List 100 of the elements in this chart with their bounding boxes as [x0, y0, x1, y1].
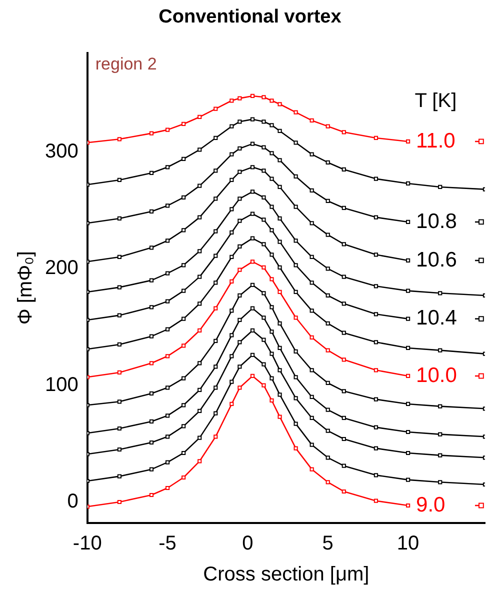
point	[182, 156, 186, 162]
point	[294, 174, 298, 179]
point	[238, 218, 242, 223]
point	[230, 333, 234, 338]
point	[342, 464, 346, 468]
point	[270, 305, 274, 310]
point	[165, 460, 170, 464]
point	[117, 313, 122, 318]
point	[117, 178, 122, 182]
point	[262, 316, 266, 320]
point	[149, 391, 154, 396]
point	[270, 151, 274, 156]
point	[270, 376, 274, 380]
point	[342, 274, 346, 279]
point	[198, 388, 202, 392]
point	[270, 277, 274, 282]
point	[294, 238, 298, 243]
point	[117, 370, 122, 375]
point	[238, 340, 242, 344]
point	[238, 146, 242, 151]
point	[250, 212, 255, 216]
point	[294, 349, 298, 354]
y-tick-label: 300	[44, 140, 78, 162]
point	[165, 486, 170, 490]
annotation: region 2	[95, 54, 157, 74]
point	[165, 299, 170, 304]
point	[262, 265, 266, 270]
point	[326, 380, 330, 386]
point	[342, 489, 346, 494]
point	[149, 467, 154, 472]
point	[294, 446, 298, 450]
point	[310, 335, 314, 340]
point	[198, 249, 202, 254]
legend-label: 9.0	[416, 493, 446, 516]
point	[270, 204, 274, 209]
point	[182, 424, 186, 428]
point	[198, 148, 202, 152]
point	[326, 456, 330, 460]
point	[326, 348, 330, 352]
point	[230, 254, 234, 260]
x-tick-label: 0	[242, 532, 254, 555]
point	[294, 422, 298, 426]
legend-title: T [K]	[414, 90, 457, 112]
point	[198, 114, 202, 120]
point	[182, 263, 186, 268]
point	[149, 170, 154, 176]
point	[294, 110, 298, 114]
point	[230, 152, 234, 156]
point	[214, 434, 218, 439]
point	[117, 500, 122, 504]
point	[117, 474, 122, 478]
point	[278, 240, 282, 244]
point	[310, 280, 314, 285]
point	[230, 230, 234, 235]
point	[198, 274, 202, 279]
point	[238, 268, 242, 272]
point	[165, 386, 170, 390]
point	[374, 498, 378, 503]
point	[182, 475, 186, 480]
point	[165, 354, 170, 358]
point	[198, 328, 202, 333]
x-axis-title: Cross section [μm]	[203, 564, 370, 586]
point	[406, 258, 410, 263]
point	[406, 450, 410, 456]
point	[214, 306, 218, 310]
point	[270, 98, 274, 103]
point	[262, 383, 266, 388]
point	[250, 328, 255, 333]
point	[198, 302, 202, 306]
point	[406, 288, 410, 293]
point	[165, 238, 170, 243]
point	[374, 252, 378, 257]
point	[117, 137, 122, 142]
point	[406, 402, 410, 406]
point	[149, 209, 154, 214]
point	[117, 426, 122, 431]
point	[117, 216, 122, 221]
point	[149, 334, 154, 338]
point	[406, 181, 410, 186]
point	[198, 361, 202, 366]
point	[250, 352, 255, 358]
point	[342, 206, 346, 210]
point	[182, 288, 186, 293]
point	[165, 414, 170, 418]
point	[214, 411, 218, 416]
point	[326, 321, 330, 326]
point	[238, 96, 242, 100]
point	[310, 254, 314, 260]
point	[278, 265, 282, 270]
point	[310, 118, 314, 123]
point	[262, 120, 266, 124]
point	[326, 160, 330, 165]
point	[238, 318, 242, 322]
point	[270, 352, 274, 356]
point	[165, 271, 170, 276]
point	[230, 98, 234, 103]
point	[374, 215, 378, 220]
point	[262, 338, 266, 342]
point	[374, 340, 378, 344]
y-tick-label: 200	[44, 257, 78, 280]
